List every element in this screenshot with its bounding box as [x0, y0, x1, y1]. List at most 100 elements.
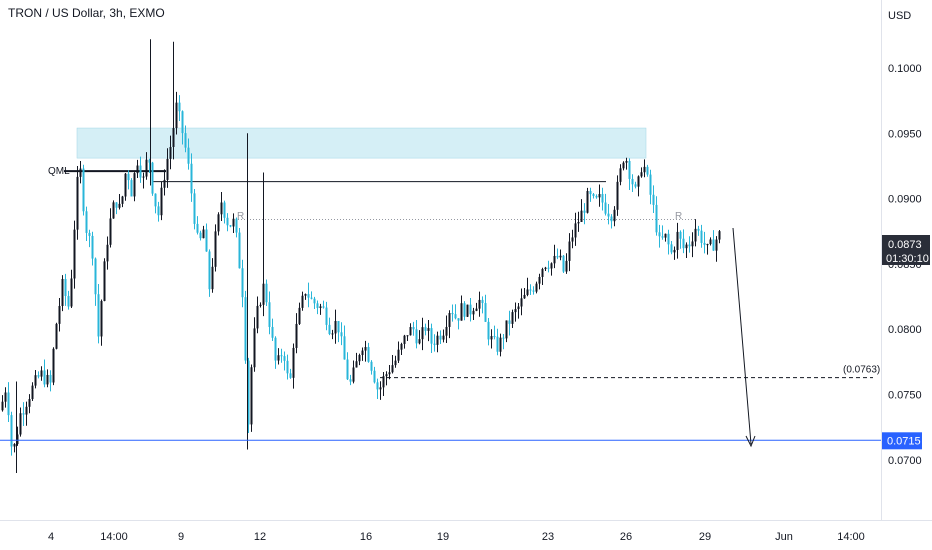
current-price-tag [882, 235, 930, 265]
candle-down [532, 290, 535, 292]
candle-down [310, 297, 313, 299]
candle-up [436, 335, 439, 345]
candle-up [361, 350, 364, 356]
candle-down [697, 228, 700, 231]
candle-up [379, 387, 382, 390]
candle-down [607, 213, 610, 217]
candle-up [544, 267, 547, 270]
candle-up [571, 237, 574, 242]
time-tick-label: 4 [48, 531, 54, 543]
current-price-value: 0.0873 [888, 239, 922, 251]
candle-down [283, 356, 286, 361]
candle-up [40, 370, 43, 377]
candle-down [190, 163, 193, 194]
candle-down [64, 278, 67, 296]
candle-down [700, 230, 703, 243]
candle-down [154, 193, 157, 207]
time-tick-label: Jun [775, 531, 793, 543]
time-tick-label: 19 [437, 531, 449, 543]
candle-up [142, 176, 145, 178]
candle-down [652, 194, 655, 205]
candle-down [703, 242, 706, 245]
candle-up [553, 255, 556, 264]
candle-down [712, 239, 715, 251]
time-tick-label: 26 [620, 531, 632, 543]
candle-down [265, 283, 268, 303]
candle-up [694, 228, 697, 242]
candle-up [535, 283, 538, 292]
candle-down [373, 370, 376, 383]
candle-down [547, 267, 550, 269]
candle-up [385, 374, 388, 377]
candle-down [127, 173, 130, 181]
candle-down [340, 332, 343, 337]
candle-up [61, 278, 64, 306]
candle-up [220, 202, 223, 215]
candle-up [673, 249, 676, 253]
candle-down [592, 194, 595, 196]
candle-up [355, 361, 358, 368]
candle-up [1, 401, 4, 411]
supply-zone[interactable] [76, 127, 647, 159]
candle-down [7, 392, 10, 416]
candle-down [604, 202, 607, 214]
candle-down [583, 210, 586, 213]
candle-down [271, 326, 274, 338]
candle-up [475, 308, 478, 311]
candle-up [364, 347, 367, 351]
candle-up [46, 374, 49, 385]
candle-down [49, 374, 52, 383]
candle-down [433, 343, 436, 345]
candle-down [451, 313, 454, 315]
candle-down [346, 359, 349, 380]
candle-up [4, 392, 7, 402]
candle-down [235, 218, 238, 233]
chart-title: TRON / US Dollar, 3h, EXMO [8, 6, 165, 20]
candle-down [196, 223, 199, 233]
candle-down [589, 191, 592, 195]
candle-up [106, 244, 109, 262]
candle-down [367, 347, 370, 362]
candle-down [244, 297, 247, 361]
candle-down [658, 232, 661, 237]
price-tick-label: 0.0700 [888, 455, 922, 467]
candle-down [370, 361, 373, 371]
candle-down [289, 373, 292, 378]
candle-up [133, 173, 136, 197]
candle-up [565, 260, 568, 272]
candle-up [622, 162, 625, 169]
candle-down [595, 195, 598, 198]
candle-up [334, 320, 337, 334]
candle-up [715, 239, 718, 251]
candle-down [454, 314, 457, 319]
price-tick-label: 0.0950 [888, 128, 922, 140]
candle-up [559, 255, 562, 258]
candle-up [358, 355, 361, 362]
candle-up [391, 365, 394, 373]
candle-up [79, 168, 82, 177]
candle-up [568, 241, 571, 261]
candle-up [637, 176, 640, 187]
candle-up [34, 375, 37, 386]
candle-up [169, 146, 172, 159]
candle-down [610, 216, 613, 222]
candle-up [295, 323, 298, 348]
candle-up [409, 327, 412, 336]
candle-down [631, 178, 634, 185]
candle-up [466, 304, 469, 317]
candle-up [331, 333, 334, 335]
projection-arrow-line[interactable] [732, 227, 752, 445]
target-label: (0.0763) [843, 365, 880, 376]
candle-down [325, 307, 328, 325]
candle-up [202, 229, 205, 239]
candle-down [634, 184, 637, 187]
candle-down [43, 370, 46, 385]
candle-down [646, 166, 649, 175]
candle-down [238, 232, 241, 269]
candle-down [115, 202, 118, 208]
candle-down [82, 168, 85, 212]
candle-up [160, 187, 163, 216]
countdown-timer: 01:30:10 [886, 253, 929, 265]
time-tick-label: 29 [699, 531, 711, 543]
